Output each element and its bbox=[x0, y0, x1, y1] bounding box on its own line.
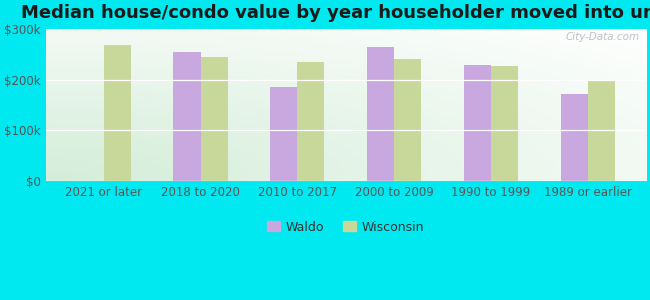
Bar bbox=[297, 62, 324, 181]
Bar bbox=[491, 66, 518, 181]
Bar bbox=[174, 52, 201, 181]
Bar bbox=[464, 65, 491, 181]
Bar bbox=[104, 46, 131, 181]
Bar bbox=[561, 94, 588, 181]
Bar bbox=[367, 47, 394, 181]
Bar bbox=[270, 88, 297, 181]
Bar bbox=[201, 57, 227, 181]
Text: City-Data.com: City-Data.com bbox=[566, 32, 640, 42]
Bar bbox=[588, 81, 615, 181]
Bar bbox=[394, 58, 421, 181]
Title: Median house/condo value by year householder moved into unit: Median house/condo value by year househo… bbox=[21, 4, 650, 22]
Legend: Waldo, Wisconsin: Waldo, Wisconsin bbox=[262, 216, 430, 238]
